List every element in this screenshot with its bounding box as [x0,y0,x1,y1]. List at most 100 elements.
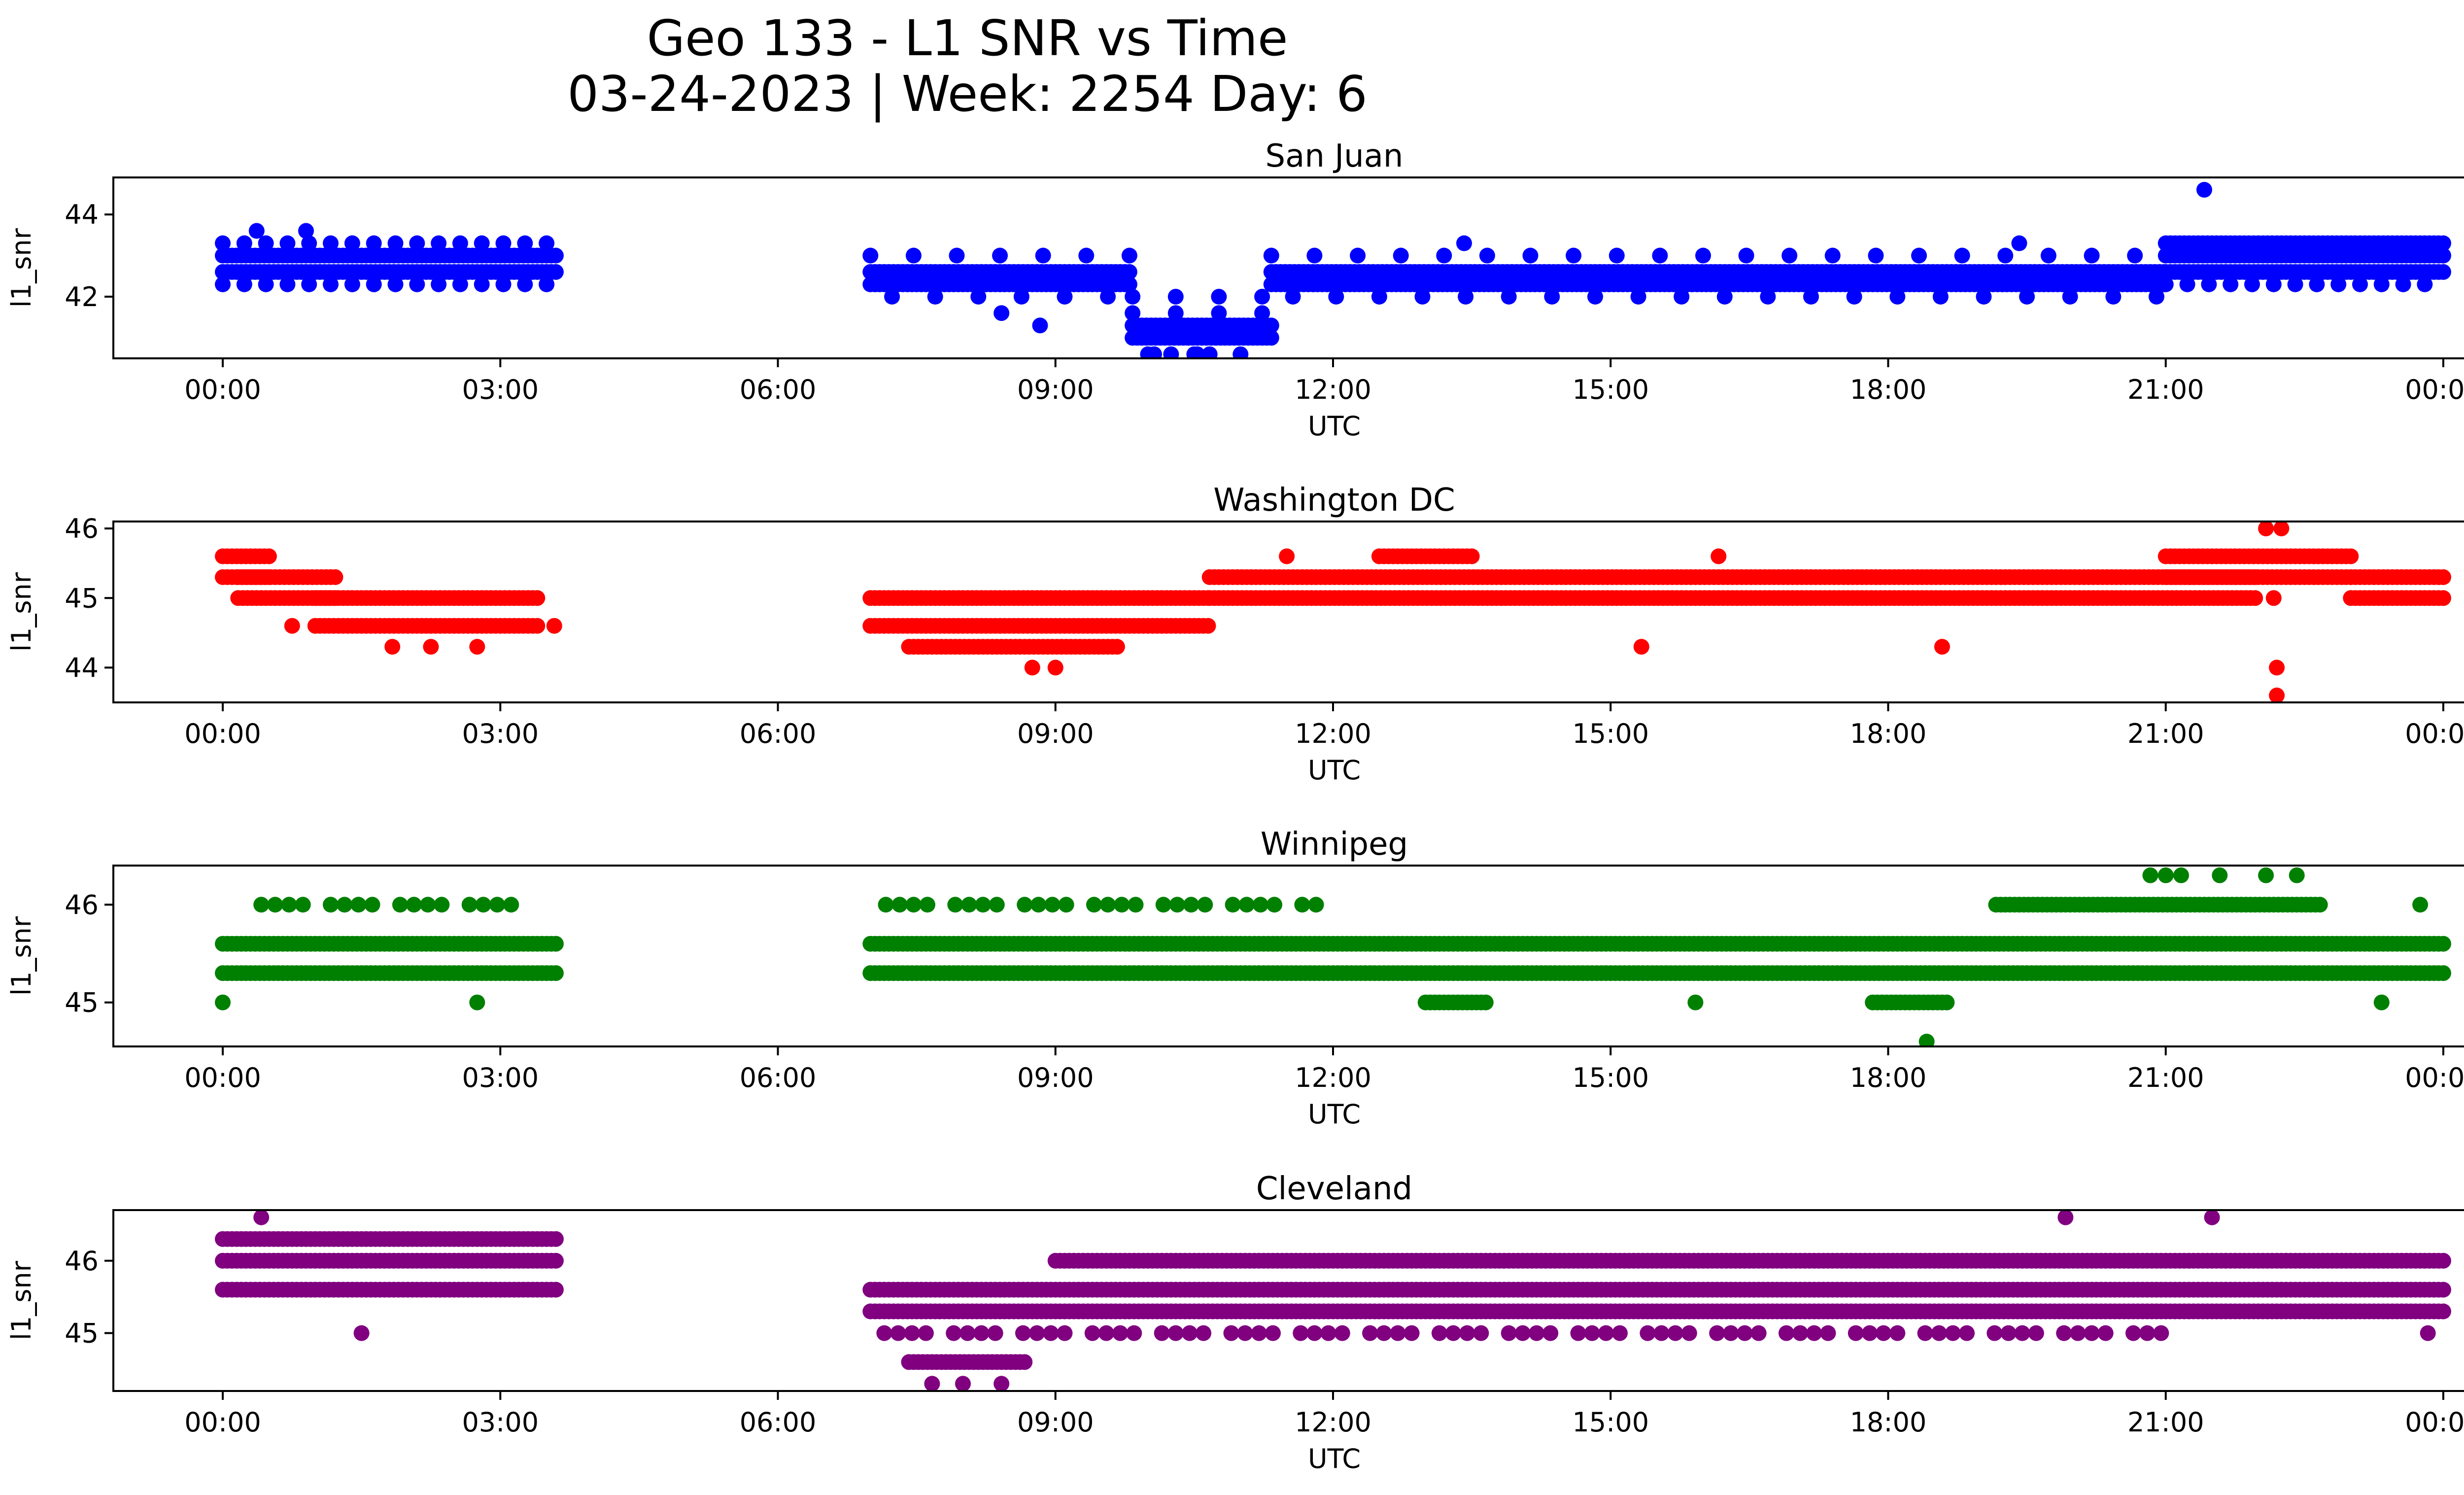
data-point [2273,522,2290,537]
subplot-title: Winnipeg [1261,826,1408,863]
data-point [1918,1034,1935,1046]
x-tick-label: 12:00 [1295,1407,1371,1438]
data-point [267,897,283,913]
x-tick-label: 00:00 [2405,374,2464,405]
data-point [2157,276,2174,292]
data-point [423,639,439,655]
data-point [548,965,564,981]
y-tick-label: 45 [65,1318,99,1349]
x-tick-label: 06:00 [740,1062,817,1093]
data-point [1293,1325,1309,1341]
data-point [1598,1325,1614,1341]
data-point [2289,867,2305,883]
data-point [469,639,485,655]
data-point [298,223,314,239]
data-point [548,1282,564,1298]
figure-title-line1: Geo 133 - L1 SNR vs Time [647,9,1288,67]
data-point [1501,1325,1517,1341]
subplot-washington-dc: Washington DC 00:00 03:00 06:00 09:00 12:00 15… [6,482,2464,786]
data-point [2435,590,2451,606]
data-points [215,1210,2451,1391]
data-point [539,235,555,251]
data-point [1125,288,1141,305]
data-point [1587,288,1603,305]
data-point [1114,897,1130,913]
x-tick-label: 03:00 [462,374,539,405]
data-point [1931,1325,1947,1341]
x-tick-label: 09:00 [1017,718,1094,749]
data-point [1479,247,1495,264]
data-point [2420,1325,2436,1341]
data-point [1876,1325,1892,1341]
data-point [890,1325,906,1341]
data-point [366,276,382,292]
data-point [992,247,1008,264]
data-point [2435,1282,2451,1298]
data-point [1100,897,1116,913]
data-point [1806,1325,1822,1341]
data-point [1211,288,1227,305]
data-point [2142,867,2158,883]
data-point [461,897,478,913]
data-point [1362,1325,1378,1341]
data-point [1163,346,1179,358]
data-point [548,1252,564,1269]
data-point [2258,867,2274,883]
data-point [946,1325,962,1341]
data-point [1716,288,1733,305]
axes-frame [112,521,2464,703]
data-point [1824,247,1841,264]
data-point [1959,1325,1975,1341]
data-point [1017,1354,1033,1370]
y-tick-label: 45 [65,987,99,1018]
data-point [1584,1325,1600,1341]
data-point [955,1376,971,1391]
data-point [1032,317,1048,334]
data-point [2173,867,2189,883]
data-point [975,897,991,913]
data-point [2223,276,2239,292]
data-point [452,276,468,292]
data-point [2056,1325,2072,1341]
data-point [1750,1325,1767,1341]
data-point [1043,1325,1059,1341]
x-tick-label: 12:00 [1295,374,1371,405]
data-point [236,235,252,251]
data-point [1612,1325,1628,1341]
data-point [1308,897,1324,913]
x-tick-label: 21:00 [2127,374,2204,405]
data-point [1047,660,1063,676]
x-tick-label: 06:00 [740,374,817,405]
data-point [1334,1325,1350,1341]
data-point [1263,247,1279,264]
data-point [2028,1325,2044,1341]
x-tick-label: 06:00 [740,1407,817,1438]
x-tick-label: 21:00 [2127,1062,2204,1093]
x-tick-label: 12:00 [1295,1062,1371,1093]
data-point [1976,288,1992,305]
data-point [1017,897,1033,913]
data-point [1057,1325,1073,1341]
data-point [1328,288,1344,305]
data-point [2105,288,2122,305]
data-point [2373,994,2390,1010]
data-point [1514,1325,1531,1341]
data-point [2127,247,2143,264]
figure-title-line2: 03-24-2023 | Week: 2254 Day: 6 [567,65,1367,123]
data-point [1126,1325,1142,1341]
data-point [1167,305,1184,321]
data-point [2097,1325,2114,1341]
data-point [409,276,425,292]
data-point [918,1325,934,1341]
data-point [546,618,562,634]
data-point [1458,288,1474,305]
data-point [1501,288,1517,305]
data-point [495,276,512,292]
data-point [1456,235,1472,251]
subplot-title: Washington DC [1213,482,1455,519]
data-point [904,1325,920,1341]
data-point [548,936,564,952]
x-tick-label: 18:00 [1850,718,1927,749]
